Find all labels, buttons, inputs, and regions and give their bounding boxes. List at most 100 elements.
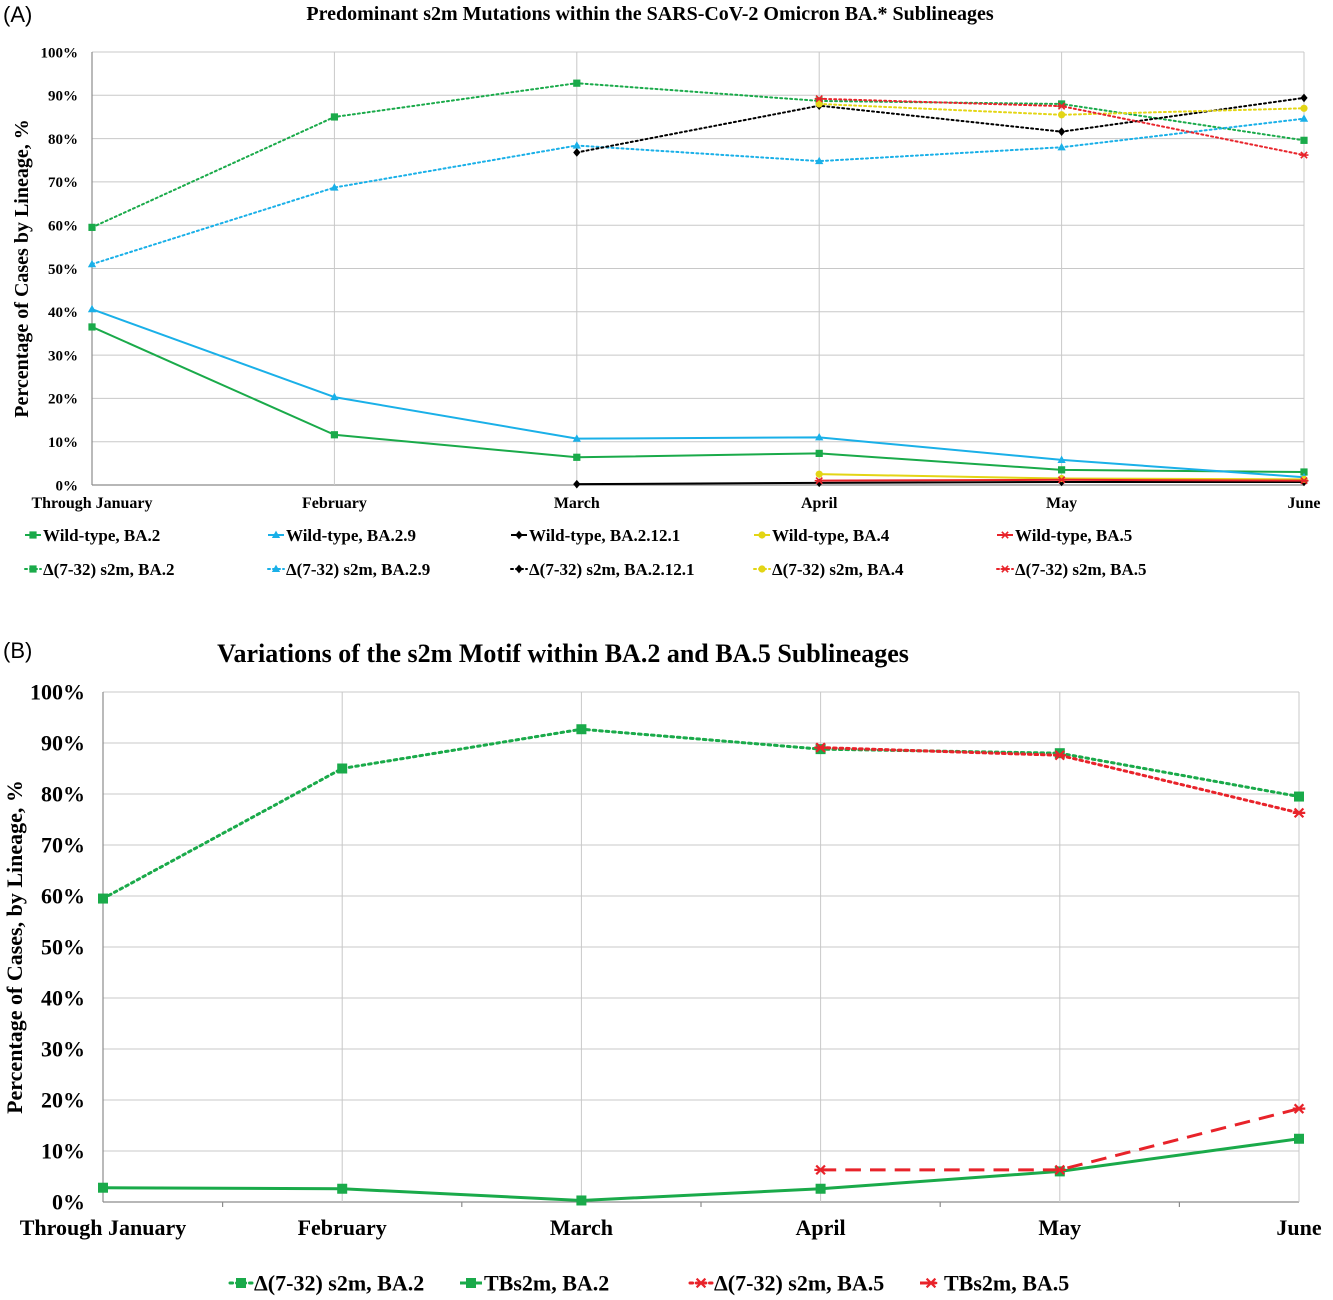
legend-label: Δ(7-32) s2m, BA.4	[772, 560, 904, 579]
data-point	[1299, 114, 1309, 122]
legend-item-wild-type-ba-4: Wild-type, BA.4	[754, 526, 890, 545]
y-tick-label: 50%	[48, 262, 78, 278]
legend: Wild-type, BA.2 Wild-type, BA.2.9 Wild-typ…	[24, 526, 1147, 579]
data-point	[814, 742, 827, 753]
y-tick-label: 20%	[41, 1088, 85, 1113]
data-point	[88, 323, 96, 331]
legend-swatch-marker	[694, 1277, 708, 1289]
legend-label: TBs2m, BA.5	[944, 1271, 1069, 1296]
legend-item-delta-7-32-s2m-ba-2-9: Δ(7-32) s2m, BA.2.9	[267, 560, 430, 579]
x-tick-label: April	[796, 1215, 846, 1240]
y-tick-label: 100%	[30, 680, 85, 705]
legend-swatch-marker	[515, 564, 523, 574]
legend-swatch-marker	[515, 530, 523, 540]
data-point	[330, 183, 339, 191]
x-tick-label: May	[1046, 495, 1077, 512]
legend-item-tbs2m-ba-5: TBs2m, BA.5	[920, 1271, 1069, 1296]
y-tick-label: 100%	[41, 45, 79, 61]
y-tick-label: 50%	[41, 935, 85, 960]
y-tick-label: 70%	[48, 175, 78, 191]
legend-label: Wild-type, BA.2	[43, 526, 160, 545]
data-point	[1058, 111, 1066, 119]
legend-item-tbs2m-ba-2: TBs2m, BA.2	[460, 1271, 609, 1296]
y-tick-label: 20%	[48, 392, 78, 408]
series-line	[820, 1107, 1300, 1172]
x-tick-label: June	[1276, 1215, 1321, 1240]
data-point	[573, 79, 581, 87]
x-tick-label: Through January	[31, 495, 152, 512]
y-tick-label: 80%	[48, 132, 78, 148]
series-wild-type-ba-2-9	[87, 304, 1309, 481]
data-point	[1053, 1164, 1067, 1176]
legend-swatch-marker	[758, 531, 766, 539]
y-tick-label: 10%	[41, 1139, 85, 1164]
series-tbs2m-ba-5	[814, 1103, 1306, 1176]
data-point	[815, 470, 823, 478]
data-point	[814, 476, 824, 485]
x-tick-label: April	[801, 495, 838, 512]
legend-label: Δ(7-32) s2m, BA.2.9	[286, 560, 430, 579]
data-point	[1058, 466, 1066, 474]
data-point	[1300, 104, 1308, 112]
series-delta-7-32-s2m-ba-5	[814, 742, 1306, 819]
legend-swatch-marker	[466, 1278, 476, 1288]
legend-label: Δ(7-32) s2m, BA.2.12.1	[529, 560, 695, 579]
series-line	[91, 308, 1305, 479]
data-point	[1300, 136, 1308, 144]
data-point	[1058, 127, 1066, 136]
chart-panel-b: (B) Variations of the s2m Motif within BA…	[2, 638, 1322, 1296]
panel-label: (A)	[3, 2, 32, 27]
legend-item-wild-type-ba-2: Wild-type, BA.2	[25, 526, 160, 545]
chart-title: Variations of the s2m Motif within BA.2 …	[217, 639, 909, 668]
legend-swatch-marker	[758, 565, 766, 573]
chart-title: Predominant s2m Mutations within the SAR…	[306, 3, 993, 25]
y-tick-label: 40%	[41, 986, 85, 1011]
series-line	[91, 117, 1305, 266]
data-point	[87, 259, 97, 268]
data-point	[576, 1195, 587, 1206]
data-point	[1294, 791, 1304, 802]
legend-swatch-marker	[1000, 565, 1010, 573]
legend-label: Δ(7-32) s2m, BA.5	[1015, 560, 1147, 579]
series-line	[576, 480, 1304, 486]
y-axis-label: Percentage of Cases by Lineage, %	[11, 119, 33, 417]
legend-label: Wild-type, BA.2.9	[286, 526, 416, 545]
y-tick-label: 70%	[41, 833, 85, 858]
data-point	[1300, 93, 1308, 103]
y-tick-label: 30%	[41, 1037, 85, 1062]
x-tick-label: March	[550, 1215, 613, 1240]
data-point	[572, 141, 581, 149]
series-line	[575, 96, 1305, 154]
data-point	[1300, 468, 1308, 476]
data-point	[98, 893, 108, 904]
data-point	[88, 223, 96, 231]
legend-label: Δ(7-32) s2m, BA.2	[254, 1271, 424, 1296]
y-axis-label: Percentage of Cases, by Lineage, %	[2, 780, 27, 1114]
legend-swatch-marker	[271, 564, 281, 573]
series-line	[91, 326, 1305, 474]
legend-swatch-marker	[1000, 531, 1010, 539]
x-tick-label: February	[302, 495, 367, 512]
data-point	[815, 100, 823, 108]
data-point	[1292, 807, 1306, 819]
y-tick-label: 10%	[48, 435, 78, 451]
data-point	[1057, 102, 1067, 110]
y-tick-label: 30%	[48, 348, 78, 364]
y-tick-label: 0%	[56, 478, 79, 494]
x-tick-label: February	[298, 1215, 387, 1240]
legend-item-wild-type-ba-5: Wild-type, BA.5	[997, 526, 1132, 545]
data-point	[1292, 1103, 1306, 1114]
data-point	[573, 148, 581, 157]
data-point	[815, 433, 824, 441]
legend-swatch-marker	[29, 565, 37, 573]
data-point	[1058, 100, 1066, 108]
legend-item-delta-7-32-s2m-ba-5: Δ(7-32) s2m, BA.5	[996, 560, 1147, 579]
legend-item-delta-7-32-s2m-ba-2: Δ(7-32) s2m, BA.2	[228, 1271, 424, 1296]
data-point	[573, 453, 581, 461]
series-wild-type-ba-5	[814, 476, 1309, 485]
data-point	[330, 113, 338, 121]
legend-swatch-marker	[29, 531, 37, 539]
chart-panel-a: (A) Predominant s2m Mutations within the …	[3, 2, 1320, 579]
data-point	[1299, 151, 1309, 159]
data-point	[572, 434, 581, 442]
